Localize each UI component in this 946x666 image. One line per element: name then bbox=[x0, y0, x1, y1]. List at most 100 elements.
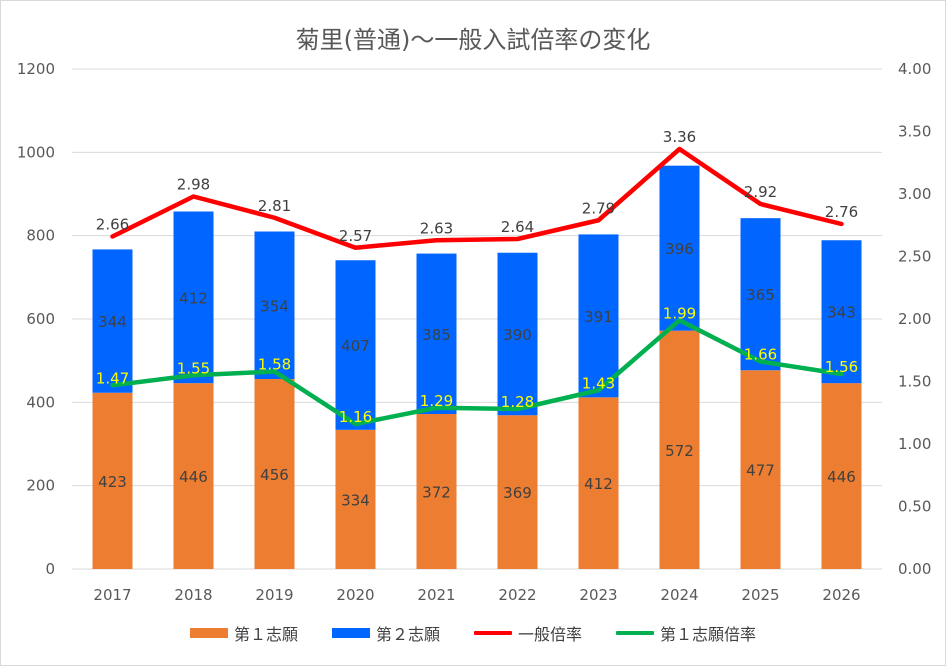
data-label-first-choice: 423 bbox=[98, 473, 127, 491]
data-label-first-choice-ratio: 1.43 bbox=[582, 374, 615, 392]
bar-first-choice bbox=[254, 379, 295, 569]
x-tick-label: 2018 bbox=[174, 586, 212, 604]
data-label-second-choice: 391 bbox=[584, 308, 613, 326]
data-label-second-choice: 385 bbox=[422, 326, 451, 344]
data-label-first-choice-ratio: 1.56 bbox=[825, 358, 858, 376]
bar-first-choice bbox=[92, 392, 133, 569]
x-tick-label: 2022 bbox=[498, 586, 536, 604]
data-label-first-choice-ratio: 1.99 bbox=[663, 304, 696, 322]
data-label-first-choice-ratio: 1.47 bbox=[96, 369, 129, 387]
data-label-second-choice: 396 bbox=[665, 240, 694, 258]
data-label-first-choice: 334 bbox=[341, 491, 370, 509]
data-label-general-ratio: 2.76 bbox=[825, 203, 858, 221]
bar-first-choice bbox=[659, 330, 700, 569]
x-tick-label: 2017 bbox=[93, 586, 131, 604]
data-label-general-ratio: 2.81 bbox=[258, 197, 291, 215]
data-label-first-choice-ratio: 1.55 bbox=[177, 359, 210, 377]
data-label-first-choice: 456 bbox=[260, 466, 289, 484]
bar-second-choice bbox=[92, 249, 133, 393]
y-tick-left: 800 bbox=[26, 227, 55, 245]
legend-label-first-choice-ratio: 第１志願倍率 bbox=[660, 625, 757, 644]
data-label-general-ratio: 3.36 bbox=[663, 128, 696, 146]
data-label-general-ratio: 2.98 bbox=[177, 176, 210, 194]
x-tick-label: 2023 bbox=[579, 586, 617, 604]
y-tick-right: 0.00 bbox=[898, 560, 931, 578]
bar-second-choice bbox=[821, 240, 862, 384]
line-general-ratio bbox=[110, 146, 844, 250]
bar-second-choice bbox=[578, 234, 619, 398]
legend-swatch-general-ratio bbox=[474, 631, 512, 635]
x-tick-label: 2020 bbox=[336, 586, 374, 604]
data-label-first-choice: 412 bbox=[584, 475, 613, 493]
data-label-first-choice: 477 bbox=[746, 462, 775, 480]
legend-swatch-first-choice bbox=[189, 628, 228, 638]
legend-item-first-choice: 第１志願 bbox=[189, 621, 298, 645]
data-label-first-choice: 369 bbox=[503, 484, 532, 502]
bar-first-choice bbox=[497, 415, 538, 569]
legend-item-second-choice: 第２志願 bbox=[331, 621, 440, 645]
bar-second-choice bbox=[254, 231, 295, 379]
y-tick-right: 0.50 bbox=[898, 498, 931, 516]
data-label-first-choice-ratio: 1.16 bbox=[339, 408, 372, 426]
bar-first-choice bbox=[416, 414, 457, 569]
data-label-first-choice-ratio: 1.66 bbox=[744, 346, 777, 364]
data-label-first-choice-ratio: 1.58 bbox=[258, 356, 291, 374]
data-label-first-choice: 372 bbox=[422, 484, 451, 502]
bar-second-choice bbox=[416, 253, 457, 414]
bar-first-choice bbox=[578, 397, 619, 569]
legend-item-first-choice-ratio: 第１志願倍率 bbox=[616, 621, 756, 645]
bar-first-choice bbox=[740, 370, 781, 569]
chart-title: 菊里(普通)～一般入試倍率の変化 bbox=[295, 26, 651, 54]
data-label-second-choice: 343 bbox=[827, 304, 856, 322]
y-tick-right: 2.50 bbox=[898, 248, 931, 266]
data-label-second-choice: 354 bbox=[260, 297, 289, 315]
data-label-second-choice: 390 bbox=[503, 326, 532, 344]
x-tick-label: 2025 bbox=[741, 586, 779, 604]
bar-second-choice bbox=[335, 260, 376, 430]
y-tick-right: 3.00 bbox=[898, 185, 931, 203]
data-label-first-choice: 446 bbox=[827, 468, 856, 486]
y-tick-right: 1.00 bbox=[898, 435, 931, 453]
x-tick-label: 2026 bbox=[822, 586, 860, 604]
y-tick-right: 2.00 bbox=[898, 310, 931, 328]
data-label-general-ratio: 2.63 bbox=[420, 219, 453, 237]
legend-label-first-choice: 第１志願 bbox=[233, 625, 298, 644]
data-label-general-ratio: 2.66 bbox=[96, 216, 129, 234]
y-tick-right: 3.50 bbox=[898, 123, 931, 141]
bar-second-choice bbox=[497, 252, 538, 416]
data-label-general-ratio: 2.79 bbox=[582, 199, 615, 217]
legend-label-general-ratio: 一般倍率 bbox=[518, 625, 583, 644]
data-label-first-choice: 572 bbox=[665, 442, 694, 460]
x-tick-label: 2024 bbox=[660, 586, 698, 604]
data-label-first-choice-ratio: 1.28 bbox=[501, 393, 534, 411]
bar-second-choice bbox=[173, 211, 214, 384]
y-tick-right: 1.50 bbox=[898, 373, 931, 391]
data-label-general-ratio: 2.64 bbox=[501, 218, 534, 236]
legend-swatch-second-choice bbox=[331, 628, 370, 638]
legend-label-second-choice: 第２志願 bbox=[375, 625, 440, 644]
data-label-second-choice: 412 bbox=[179, 289, 208, 307]
data-label-general-ratio: 2.92 bbox=[744, 183, 777, 201]
y-tick-left: 600 bbox=[26, 310, 55, 328]
line-first-choice-ratio bbox=[110, 318, 844, 427]
bar-second-choice bbox=[659, 165, 700, 331]
data-label-general-ratio: 2.57 bbox=[339, 227, 372, 245]
y-tick-left: 400 bbox=[26, 393, 55, 411]
bar-first-choice bbox=[173, 383, 214, 569]
legend-item-general-ratio: 一般倍率 bbox=[474, 621, 582, 645]
y-tick-left: 0 bbox=[45, 560, 55, 578]
data-label-second-choice: 407 bbox=[341, 337, 370, 355]
data-label-second-choice: 344 bbox=[98, 313, 127, 331]
data-label-second-choice: 365 bbox=[746, 286, 775, 304]
x-tick-label: 2021 bbox=[417, 586, 455, 604]
x-tick-label: 2019 bbox=[255, 586, 293, 604]
y-tick-left: 1000 bbox=[17, 143, 55, 161]
y-tick-left: 200 bbox=[26, 477, 55, 495]
legend-swatch-first-choice-ratio bbox=[616, 631, 655, 635]
y-tick-right: 4.00 bbox=[898, 60, 931, 78]
bar-second-choice bbox=[740, 218, 781, 371]
data-label-first-choice: 446 bbox=[179, 468, 208, 486]
bar-first-choice bbox=[335, 429, 376, 569]
